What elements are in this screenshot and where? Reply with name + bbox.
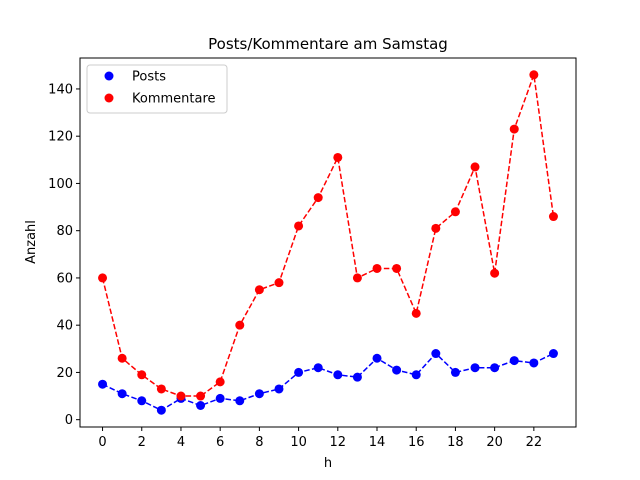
data-point-posts <box>372 353 382 363</box>
data-point-posts <box>529 358 539 368</box>
data-point-posts <box>509 356 519 366</box>
data-point-kommentare <box>509 124 519 134</box>
data-point-posts <box>490 363 500 373</box>
legend-marker-posts <box>104 71 114 81</box>
data-point-posts <box>392 365 402 375</box>
y-tick-label: 20 <box>56 366 73 381</box>
data-point-kommentare <box>352 273 362 283</box>
x-tick-label: 2 <box>138 435 146 450</box>
legend-box <box>86 64 228 114</box>
data-point-kommentare <box>98 273 108 283</box>
chart-title: Posts/Kommentare am Samstag <box>208 35 448 53</box>
y-tick-label: 120 <box>48 130 73 145</box>
data-point-kommentare <box>431 223 441 233</box>
data-point-kommentare <box>294 221 304 231</box>
data-point-posts <box>294 367 304 377</box>
x-tick-label: 14 <box>369 435 386 450</box>
x-tick-label: 22 <box>526 435 543 450</box>
data-point-posts <box>137 396 147 406</box>
plot-frame <box>79 57 577 428</box>
data-point-kommentare <box>411 308 421 318</box>
legend-marker-kommentare <box>104 93 114 103</box>
data-point-posts <box>431 349 441 359</box>
data-point-posts <box>156 405 166 415</box>
x-axis-label: h <box>324 456 332 471</box>
x-tick-label: 16 <box>408 435 425 450</box>
series-layer <box>98 70 558 415</box>
data-point-posts <box>313 363 323 373</box>
y-axis-label: Anzahl <box>24 220 39 264</box>
data-point-kommentare <box>313 193 323 203</box>
data-point-kommentare <box>490 268 500 278</box>
data-point-posts <box>215 393 225 403</box>
data-point-kommentare <box>392 263 402 273</box>
x-tick-label: 12 <box>330 435 347 450</box>
x-tick-label: 10 <box>290 435 307 450</box>
x-tick-label: 4 <box>177 435 185 450</box>
data-point-kommentare <box>450 207 460 217</box>
x-tick-label: 8 <box>255 435 263 450</box>
y-axis: 0 20 40 60 80 100 120 140 <box>48 82 80 428</box>
data-point-kommentare <box>117 353 127 363</box>
data-point-posts <box>333 370 343 380</box>
data-point-kommentare <box>235 320 245 330</box>
data-point-posts <box>548 349 558 359</box>
x-tick-label: 20 <box>486 435 503 450</box>
legend-label-kommentare: Kommentare <box>132 92 216 107</box>
data-point-kommentare <box>548 212 558 222</box>
data-point-kommentare <box>215 377 225 387</box>
data-point-posts <box>196 401 206 411</box>
series-line-kommentare <box>101 74 555 397</box>
data-point-kommentare <box>254 285 264 295</box>
data-point-posts <box>235 396 245 406</box>
series-line-posts <box>102 352 554 412</box>
data-point-posts <box>98 379 108 389</box>
y-tick-label: 140 <box>48 82 73 97</box>
data-point-kommentare <box>529 70 539 80</box>
data-point-kommentare <box>196 391 206 401</box>
data-point-kommentare <box>372 263 382 273</box>
data-point-posts <box>254 389 264 399</box>
data-point-posts <box>117 389 127 399</box>
data-point-posts <box>450 367 460 377</box>
y-tick-label: 100 <box>48 177 73 192</box>
data-point-kommentare <box>333 152 343 162</box>
data-point-kommentare <box>156 384 166 394</box>
x-axis: 0 2 4 6 8 10 12 14 16 18 20 22 <box>98 427 542 450</box>
data-point-kommentare <box>274 278 284 288</box>
x-tick-label: 6 <box>216 435 224 450</box>
data-point-kommentare <box>137 370 147 380</box>
y-tick-label: 60 <box>56 271 73 286</box>
data-point-posts <box>411 370 421 380</box>
x-tick-label: 18 <box>447 435 464 450</box>
data-point-posts <box>274 384 284 394</box>
x-tick-label: 0 <box>98 435 106 450</box>
data-point-posts <box>470 363 480 373</box>
y-tick-label: 80 <box>56 224 73 239</box>
data-point-kommentare <box>176 391 186 401</box>
legend: Posts Kommentare <box>86 64 228 114</box>
data-point-kommentare <box>470 162 480 172</box>
data-point-posts <box>352 372 362 382</box>
y-tick-label: 40 <box>56 319 73 334</box>
y-tick-label: 0 <box>65 413 73 428</box>
legend-label-posts: Posts <box>132 70 166 85</box>
